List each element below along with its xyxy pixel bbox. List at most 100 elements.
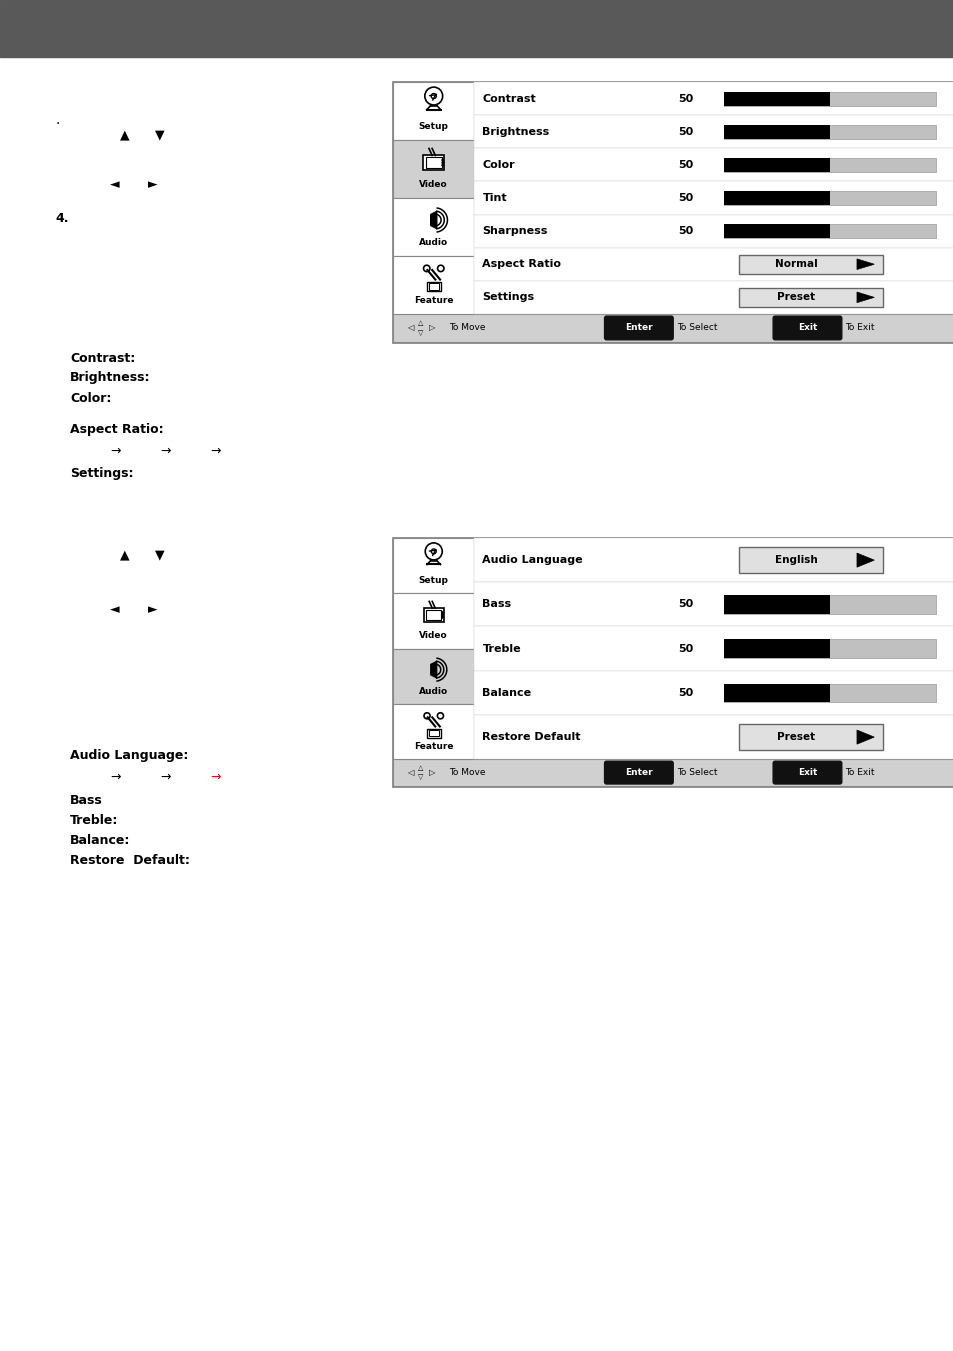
Text: To Exit: To Exit bbox=[844, 769, 874, 777]
Text: Bass: Bass bbox=[70, 793, 103, 807]
Bar bbox=[393, 648, 474, 704]
Text: ▽: ▽ bbox=[418, 774, 423, 781]
Bar bbox=[723, 594, 829, 613]
Polygon shape bbox=[856, 259, 873, 269]
Bar bbox=[474, 538, 953, 582]
Text: ▲: ▲ bbox=[120, 549, 130, 562]
Text: Sharpness: Sharpness bbox=[482, 226, 547, 236]
Text: △: △ bbox=[418, 765, 423, 771]
Text: 50: 50 bbox=[678, 600, 693, 609]
Bar bbox=[426, 157, 441, 168]
FancyBboxPatch shape bbox=[772, 761, 841, 784]
Bar bbox=[723, 158, 829, 172]
Text: Enter: Enter bbox=[624, 769, 652, 777]
Bar bbox=[723, 684, 935, 703]
Bar bbox=[723, 594, 935, 613]
Bar bbox=[738, 547, 882, 573]
Text: Normal: Normal bbox=[774, 259, 817, 269]
Text: ▼: ▼ bbox=[154, 549, 165, 562]
Bar bbox=[474, 82, 953, 115]
Text: 50: 50 bbox=[678, 159, 693, 170]
Circle shape bbox=[441, 616, 443, 619]
Text: ▷: ▷ bbox=[429, 323, 436, 332]
Bar bbox=[426, 728, 440, 738]
Text: 50: 50 bbox=[678, 688, 693, 698]
Text: To Exit: To Exit bbox=[844, 323, 874, 332]
Text: →: → bbox=[160, 444, 171, 458]
Bar bbox=[393, 759, 953, 786]
Bar bbox=[474, 181, 953, 215]
Text: 50: 50 bbox=[678, 93, 693, 104]
Text: Treble:: Treble: bbox=[70, 813, 118, 827]
Bar bbox=[723, 92, 935, 105]
Text: Restore Default: Restore Default bbox=[482, 732, 580, 742]
Text: ◄: ◄ bbox=[110, 604, 119, 616]
Text: Color:: Color: bbox=[70, 392, 112, 404]
Text: ◄: ◄ bbox=[110, 178, 119, 192]
Text: Balance: Balance bbox=[482, 688, 531, 698]
Text: Exit: Exit bbox=[797, 769, 817, 777]
Text: Color: Color bbox=[482, 159, 515, 170]
Bar bbox=[723, 684, 829, 703]
Bar bbox=[723, 224, 935, 238]
Bar bbox=[428, 284, 438, 290]
Bar bbox=[426, 609, 440, 620]
Bar bbox=[393, 593, 474, 648]
Bar bbox=[723, 224, 829, 238]
Text: →: → bbox=[110, 444, 120, 458]
Text: 50: 50 bbox=[678, 643, 693, 654]
Polygon shape bbox=[430, 211, 436, 228]
FancyBboxPatch shape bbox=[604, 761, 673, 784]
Text: 50: 50 bbox=[678, 226, 693, 236]
Bar bbox=[423, 155, 444, 170]
Bar bbox=[738, 724, 882, 750]
Text: ►: ► bbox=[148, 178, 157, 192]
Bar bbox=[474, 149, 953, 181]
Text: 50: 50 bbox=[678, 193, 693, 203]
Text: →: → bbox=[160, 770, 171, 784]
Bar bbox=[429, 730, 438, 736]
Text: To Move: To Move bbox=[449, 323, 485, 332]
Circle shape bbox=[441, 165, 443, 166]
Text: .: . bbox=[55, 113, 59, 127]
FancyBboxPatch shape bbox=[604, 316, 673, 340]
Text: Video: Video bbox=[419, 631, 448, 640]
Text: 4.: 4. bbox=[55, 212, 69, 224]
Circle shape bbox=[441, 615, 443, 616]
Text: →: → bbox=[210, 770, 220, 784]
Text: Balance:: Balance: bbox=[70, 834, 131, 847]
Text: Brightness: Brightness bbox=[482, 127, 549, 136]
Bar bbox=[723, 190, 829, 205]
Text: To Select: To Select bbox=[676, 769, 717, 777]
Bar bbox=[738, 288, 882, 307]
Text: Contrast: Contrast bbox=[482, 93, 536, 104]
Bar bbox=[474, 215, 953, 247]
Bar bbox=[474, 115, 953, 149]
Bar bbox=[723, 639, 829, 658]
Text: Setup: Setup bbox=[418, 576, 448, 585]
Text: ▷: ▷ bbox=[429, 769, 436, 777]
Text: 50: 50 bbox=[678, 127, 693, 136]
Polygon shape bbox=[856, 292, 873, 303]
Text: Contrast:: Contrast: bbox=[70, 351, 135, 365]
Bar bbox=[738, 254, 882, 274]
Text: →: → bbox=[110, 770, 120, 784]
Bar bbox=[474, 582, 953, 627]
Bar bbox=[474, 670, 953, 715]
Text: Aspect Ratio: Aspect Ratio bbox=[482, 259, 561, 269]
Text: English: English bbox=[774, 555, 817, 565]
Polygon shape bbox=[856, 730, 873, 744]
Bar bbox=[393, 704, 474, 759]
Text: Audio: Audio bbox=[418, 238, 448, 247]
Text: Audio Language:: Audio Language: bbox=[70, 750, 188, 762]
Text: To Move: To Move bbox=[449, 769, 485, 777]
Text: Settings:: Settings: bbox=[70, 466, 133, 480]
Bar bbox=[393, 199, 474, 255]
Text: Setup: Setup bbox=[418, 123, 448, 131]
Text: Aspect Ratio:: Aspect Ratio: bbox=[70, 423, 164, 436]
Bar bbox=[426, 282, 440, 292]
Text: Restore  Default:: Restore Default: bbox=[70, 854, 190, 866]
Text: Exit: Exit bbox=[797, 323, 817, 332]
Text: Audio: Audio bbox=[418, 686, 448, 696]
Polygon shape bbox=[856, 553, 873, 567]
